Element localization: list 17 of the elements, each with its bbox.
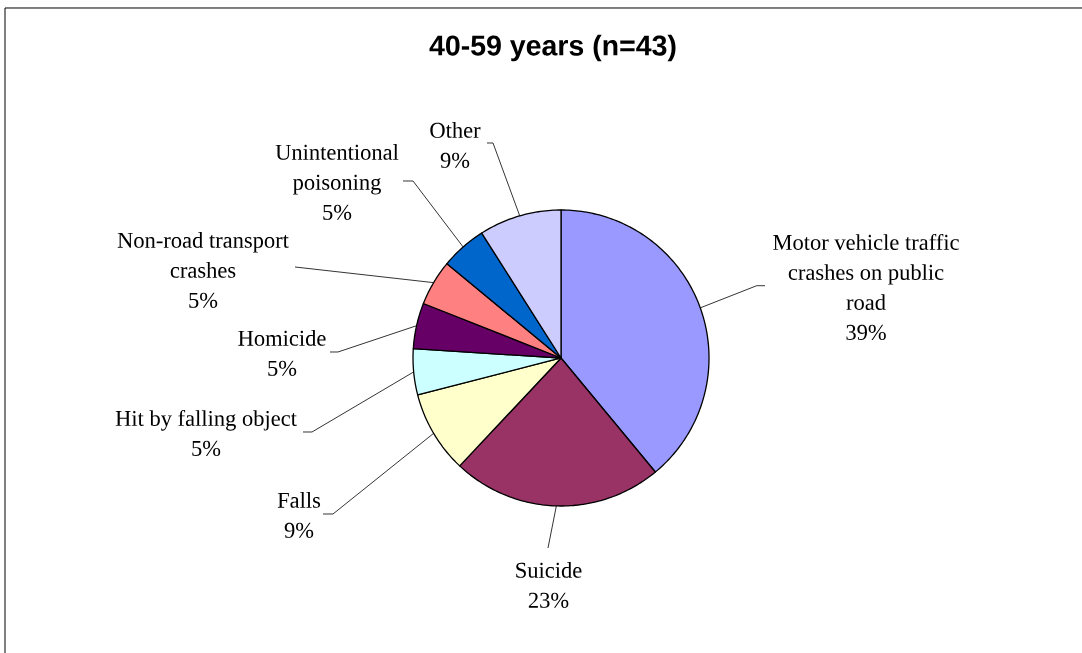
data-label: 5% <box>268 360 297 376</box>
slice-label: Motor vehicle traffic crashes on public road <box>773 233 959 310</box>
slice-label: Hit by falling object <box>115 409 297 431</box>
data-label: 23% <box>528 592 569 608</box>
slice-label: Non-road transport crashes <box>117 232 289 278</box>
data-label: 9% <box>284 522 314 538</box>
slice-label: Suicide <box>516 562 582 578</box>
slice-label: Falls <box>277 492 321 508</box>
slice-label: Other <box>430 122 481 138</box>
data-label: 5% <box>323 204 352 220</box>
data-label: 5% <box>192 440 221 457</box>
slice-label: Unintentional poisoning <box>275 144 399 195</box>
data-label: 9% <box>440 152 470 168</box>
data-label: 39% <box>846 324 886 341</box>
data-label: 5% <box>189 292 218 308</box>
chart-title: 40-59 years (n=43) <box>429 34 676 62</box>
slice-label: Homicide <box>238 330 326 346</box>
